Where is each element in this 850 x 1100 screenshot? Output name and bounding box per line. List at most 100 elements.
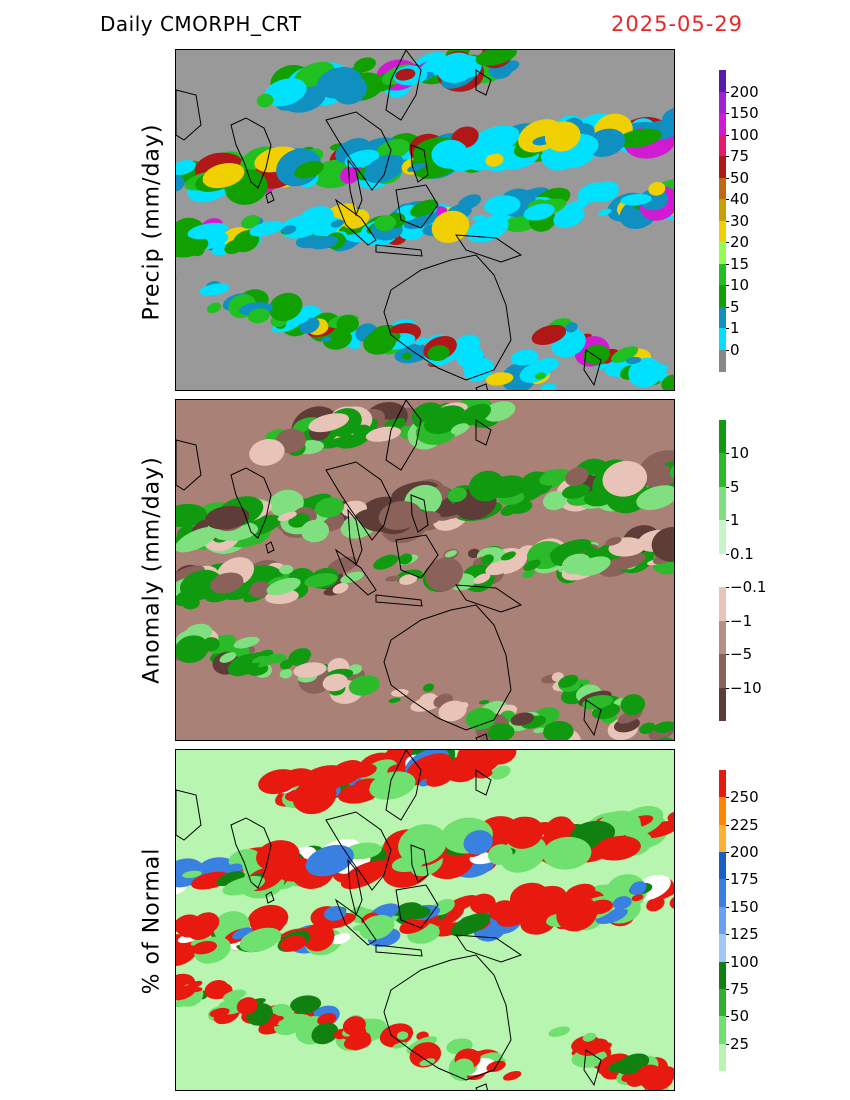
coastline — [385, 750, 422, 821]
colorbar-swatch — [719, 134, 726, 157]
precip-field-cell — [490, 765, 511, 780]
precip-ylabel: Precip (mm/day) — [139, 123, 165, 321]
precip-field-cell — [478, 699, 490, 705]
precip-field-cell — [324, 905, 347, 921]
colorbar-swatch — [719, 1043, 726, 1072]
precip-field-cell — [187, 918, 216, 940]
precip-field-cell — [453, 1058, 474, 1077]
precip-field-cell — [444, 550, 458, 558]
colorbar-label: 5 — [730, 297, 740, 316]
colorbar-tick — [726, 113, 729, 114]
precip-field-cell — [176, 526, 219, 553]
precip-field-cell — [545, 121, 581, 152]
colorbar-label: 5 — [730, 477, 740, 496]
precip-field-cell — [407, 162, 426, 172]
precip-field-cell — [247, 308, 270, 324]
precip-field-cell — [473, 573, 491, 584]
precip-field-cell — [241, 214, 260, 229]
precip-field-cell — [427, 345, 450, 361]
precip-field-cell — [510, 712, 535, 726]
coastline — [176, 89, 202, 141]
coastline — [475, 69, 492, 96]
colorbar-tick — [726, 328, 729, 329]
precip-field-cell — [396, 1031, 409, 1040]
precip-field-cell — [510, 349, 539, 366]
coastline — [176, 439, 202, 491]
colorbar-tick — [726, 486, 729, 488]
map-title: Daily CMORPH_CRT — [100, 12, 302, 36]
map-date: 2025-05-29 — [611, 12, 744, 36]
precip-field-cell — [392, 1041, 408, 1049]
colorbar-swatch — [719, 824, 726, 853]
precip-map-panel — [175, 49, 675, 391]
colorbar-label: 225 — [730, 815, 759, 834]
precip-field-cell — [352, 783, 371, 792]
colorbar-swatch — [719, 306, 726, 329]
colorbar-label: −1 — [730, 611, 753, 630]
precip-field-cell — [611, 346, 639, 363]
colorbar-label: 1 — [730, 319, 740, 337]
precip-field-cell — [247, 904, 289, 935]
precip-field-cell — [349, 341, 361, 350]
coastline — [410, 144, 429, 183]
precip-field-cell — [405, 906, 431, 920]
precip-field-cell — [489, 900, 516, 921]
coastline — [176, 789, 202, 841]
precip-field-cell — [369, 771, 416, 800]
precip-field-cell — [239, 927, 282, 953]
precip-field-cell — [485, 560, 514, 576]
precip-field-cell — [481, 554, 494, 565]
precip-field-cell — [475, 50, 517, 66]
precip-field-cell — [332, 582, 349, 594]
precip-field-cell — [648, 181, 666, 196]
precip-field-cell — [639, 722, 656, 735]
precip-field-cell — [176, 645, 193, 659]
precip-field-cell — [187, 222, 228, 240]
precip-field-cell — [176, 937, 198, 967]
precip-field-cell — [176, 565, 205, 588]
coastline — [455, 584, 523, 613]
precip-field-cell — [258, 769, 299, 795]
precip-field-cell — [176, 503, 207, 528]
precip-field-cell — [341, 208, 370, 229]
precip-field-cell — [467, 215, 509, 243]
precip-field-cell — [374, 215, 396, 232]
colorbar-label: 25 — [730, 1034, 750, 1053]
precip-field-cell — [340, 860, 389, 890]
anomaly-map — [176, 400, 674, 740]
precip-field-cell — [458, 403, 492, 426]
precip-field-cell — [388, 697, 401, 703]
colorbar-label: 150 — [730, 897, 759, 916]
coastline — [265, 541, 275, 554]
precip-field-cell — [182, 596, 200, 610]
colorbar-swatch — [719, 349, 726, 372]
precip-field-cell — [304, 573, 338, 588]
precip-field-cell — [232, 927, 253, 940]
precip-field-cell — [310, 771, 330, 781]
precip-field-cell — [191, 941, 218, 955]
precip-field-cell — [484, 195, 521, 216]
colorbar-tick — [726, 263, 729, 265]
colorbar-swatch — [719, 797, 726, 826]
colorbar-tick — [726, 988, 729, 990]
precip-field-cell — [636, 485, 674, 510]
precip-field-cell — [522, 570, 535, 578]
colorbar-swatch — [719, 988, 726, 1017]
colorbar-label: 75 — [730, 979, 750, 998]
precip-field-cell — [249, 581, 271, 598]
precip-field-cell — [199, 283, 230, 296]
colorbar-label: 0 — [730, 340, 740, 359]
precip-field-cell — [345, 1031, 370, 1048]
colorbar-label: 100 — [730, 125, 759, 144]
coastline — [475, 1083, 489, 1090]
precip-field-cell — [583, 344, 610, 365]
precip-field-cell — [539, 468, 571, 486]
colorbar-label: 20 — [730, 233, 750, 251]
colorbar-tick — [726, 824, 729, 826]
coastline — [375, 944, 423, 957]
precip-field-cell — [399, 574, 418, 585]
precip-field-cell — [628, 357, 663, 388]
colorbar-tick — [726, 220, 729, 222]
precip-field-cell — [565, 467, 589, 487]
precip-field-cell — [256, 93, 274, 108]
